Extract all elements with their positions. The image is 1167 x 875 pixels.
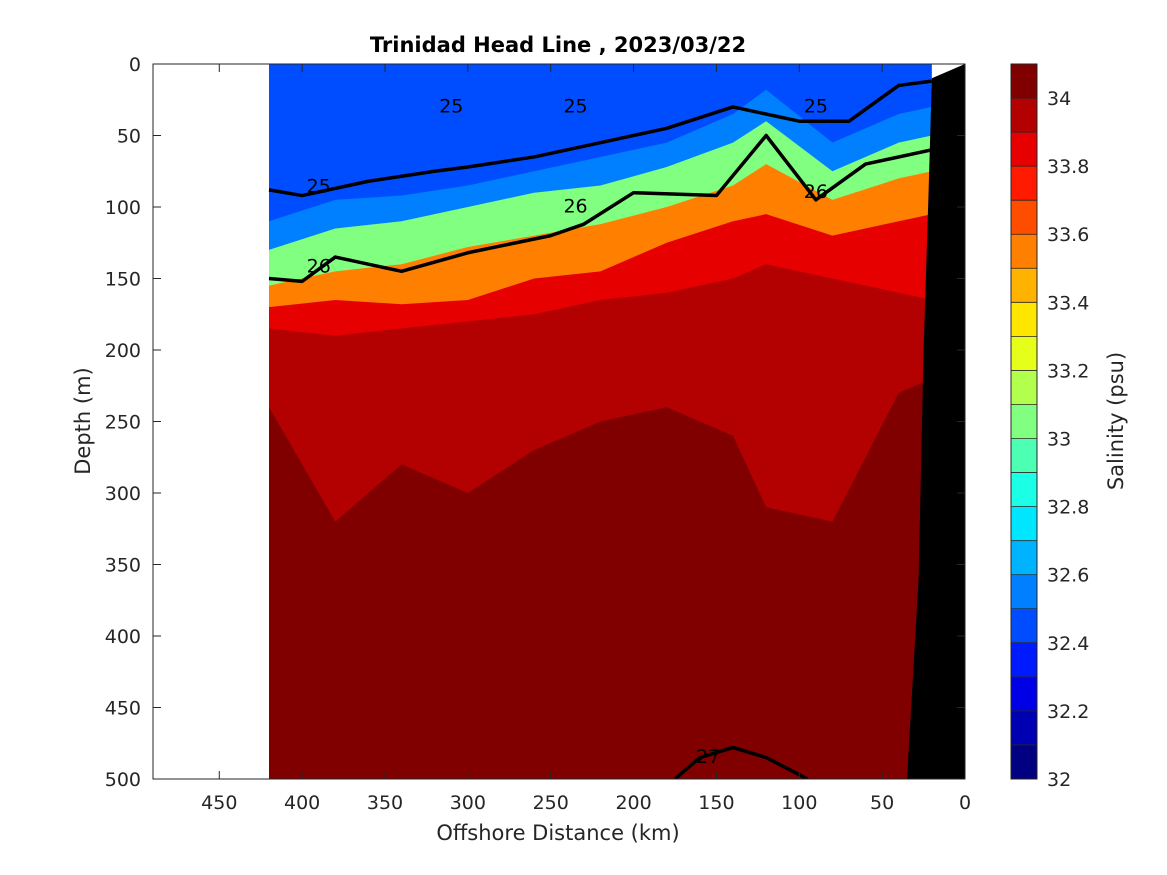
colorbar-ticks: 32 32.2 32.4 32.6 32.8 33 33.2 33.4 33.6 33.8 34 [1011, 63, 1089, 791]
contour-label: 25 [439, 95, 463, 117]
colorbar-tick-label: 33.2 [1047, 360, 1089, 382]
colorbar-swatch [1011, 302, 1037, 337]
colorbar-swatch [1011, 574, 1037, 610]
y-axis-ticks: 0 50 100 150 200 250 300 350 400 450 500 [105, 54, 965, 791]
y-tick-label: 400 [105, 626, 141, 648]
colorbar-swatch [1011, 472, 1037, 508]
colorbar-swatch [1011, 98, 1037, 133]
colorbar-swatch [1011, 132, 1037, 167]
colorbar-swatch [1011, 200, 1037, 235]
x-tick-label: 400 [284, 792, 320, 814]
colorbar-swatch [1011, 642, 1037, 678]
colorbar-tick-label: 32.2 [1047, 701, 1089, 723]
salinity-layer [269, 607, 932, 779]
colorbar-tick-label: 33.8 [1047, 156, 1089, 178]
chart-title: Trinidad Head Line , 2023/03/22 [370, 33, 746, 57]
contour-label: 27 [696, 746, 720, 768]
colorbar-swatch [1011, 166, 1037, 201]
contour-line-26 [268, 133, 933, 284]
colorbar-tick-label: 32.6 [1047, 565, 1089, 587]
bathymetry-shelf [907, 64, 965, 779]
colorbar-swatch [1011, 710, 1037, 746]
density-contours [268, 79, 933, 779]
contour-label: 26 [804, 181, 828, 203]
colorbar-swatch [1011, 370, 1037, 405]
colorbar-swatch [1011, 506, 1037, 542]
contour-label: 25 [307, 175, 331, 197]
colorbar-tick-label: 32.4 [1047, 633, 1089, 655]
contour-label: 25 [804, 95, 828, 117]
y-tick-label: 150 [105, 269, 141, 291]
colorbar-tick-label: 34 [1047, 88, 1071, 110]
colorbar-swatch [1011, 268, 1037, 303]
colorbar [1011, 64, 1037, 780]
colorbar-tick-label: 32 [1047, 769, 1071, 791]
y-tick-label: 200 [105, 340, 141, 362]
x-tick-label: 50 [870, 792, 894, 814]
x-tick-label: 450 [201, 792, 237, 814]
x-axis-label: Offshore Distance (km) [436, 821, 679, 845]
y-tick-label: 450 [105, 698, 141, 720]
colorbar-label: Salinity (psu) [1104, 352, 1128, 490]
y-tick-label: 250 [105, 412, 141, 434]
x-tick-label: 300 [450, 792, 486, 814]
colorbar-swatch [1011, 64, 1037, 99]
colorbar-tick-label: 33.4 [1047, 292, 1089, 314]
contour-line-27 [673, 745, 809, 779]
y-tick-label: 50 [117, 126, 141, 148]
contour-line-25 [268, 79, 933, 198]
contour-label: 25 [563, 95, 587, 117]
x-tick-label: 150 [698, 792, 734, 814]
colorbar-tick-label: 32.8 [1047, 497, 1089, 519]
x-tick-label: 100 [781, 792, 817, 814]
y-axis-label: Depth (m) [71, 367, 95, 474]
y-tick-label: 300 [105, 483, 141, 505]
colorbar-tick-label: 33.6 [1047, 224, 1089, 246]
colorbar-swatch [1011, 336, 1037, 371]
colorbar-swatch [1011, 234, 1037, 269]
contour-labels: 25 25 25 25 26 26 26 27 [307, 95, 828, 768]
y-tick-label: 350 [105, 555, 141, 577]
y-tick-label: 0 [129, 54, 141, 76]
colorbar-tick-label: 33 [1047, 429, 1071, 451]
y-tick-label: 100 [105, 197, 141, 219]
y-tick-label: 500 [105, 769, 141, 791]
x-axis-ticks: 450 400 350 300 250 200 150 100 50 0 [201, 64, 971, 814]
colorbar-swatch [1011, 676, 1037, 712]
colorbar-swatch [1011, 744, 1037, 780]
colorbar-swatch [1011, 438, 1037, 474]
x-tick-label: 250 [533, 792, 569, 814]
x-tick-label: 200 [615, 792, 651, 814]
salinity-field [269, 64, 932, 779]
colorbar-swatch [1011, 404, 1037, 440]
colorbar-swatch [1011, 608, 1037, 644]
x-tick-label: 0 [959, 792, 971, 814]
colorbar-swatch [1011, 540, 1037, 576]
contour-label: 26 [307, 256, 331, 278]
x-tick-label: 350 [367, 792, 403, 814]
contour-label: 26 [563, 196, 587, 218]
